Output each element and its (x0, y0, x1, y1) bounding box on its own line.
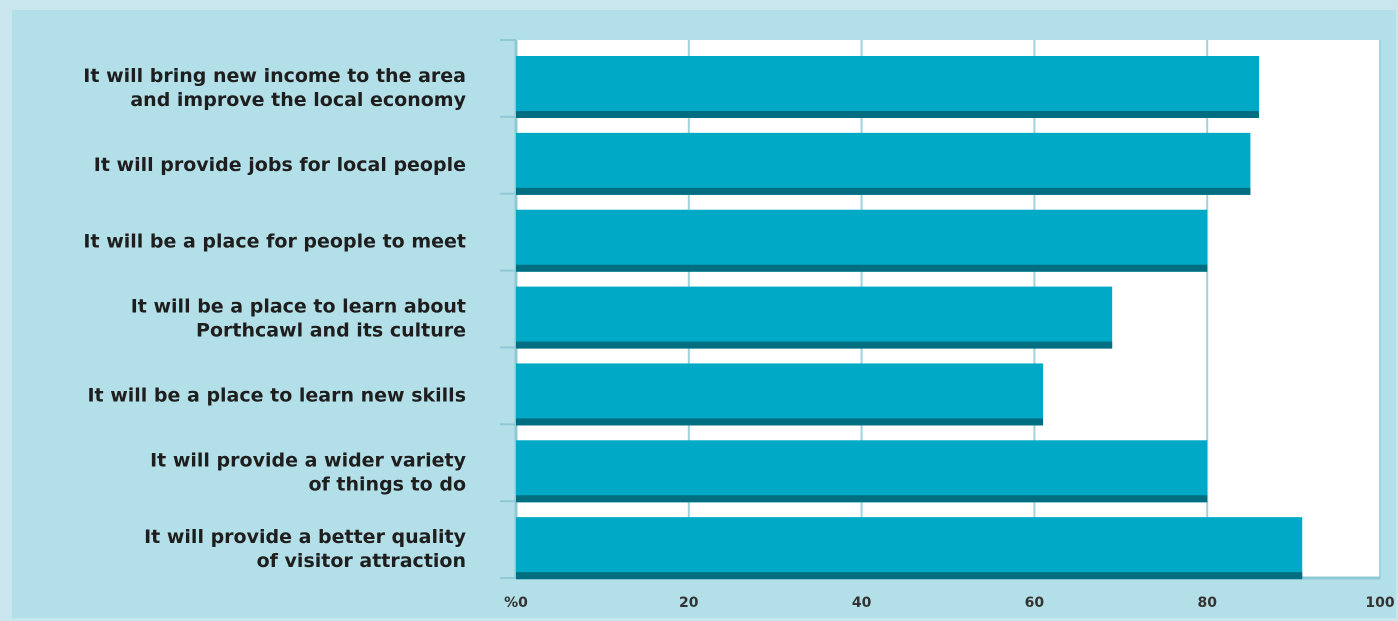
bar-shadow (516, 572, 1303, 580)
category-label-line: It will be a place to learn new skills (87, 384, 466, 406)
bar-shadow (516, 495, 1208, 503)
category-label: It will be a place to learn new skills (87, 384, 466, 406)
bar-body (516, 132, 1251, 195)
bar-body (516, 363, 1044, 426)
category-label: It will provide a better quality of visit… (144, 526, 467, 572)
x-tick-label: 100 (1365, 595, 1394, 611)
category-label-line: It will provide a wider variety (150, 449, 467, 471)
x-tick-label: 40 (852, 595, 872, 611)
category-label-line: It will be a place for people to meet (83, 231, 466, 253)
category-label-line: It will be a place to learn about (131, 296, 466, 318)
category-label-line: Porthcawl and its culture (196, 320, 466, 342)
category-label: It will be a place for people to meet (83, 231, 466, 253)
bar-body (516, 56, 1260, 118)
bar-shadow (516, 341, 1113, 349)
x-tick-label: 60 (1025, 595, 1045, 611)
bar-body (516, 517, 1303, 580)
x-tick-label: 80 (1197, 595, 1217, 611)
category-label: It will be a place to learn about Porthca… (131, 296, 466, 342)
category-label-line: and improve the local economy (130, 89, 466, 111)
bar-shadow (516, 264, 1208, 272)
bar (516, 517, 1303, 580)
bar (516, 56, 1260, 118)
bar-body (516, 286, 1113, 349)
bar (516, 209, 1208, 272)
category-label-line: of things to do (308, 473, 466, 495)
bar-shadow (516, 111, 1260, 118)
bar-shadow (516, 187, 1251, 195)
category-label-line: It will provide jobs for local people (94, 154, 466, 176)
bar (516, 286, 1113, 349)
bar-body (516, 440, 1208, 503)
x-tick-label: %0 (504, 595, 528, 611)
category-label: It will provide jobs for local people (94, 154, 466, 176)
category-label-line: of visitor attraction (257, 550, 466, 572)
bar (516, 132, 1251, 195)
x-tick-label: 20 (679, 595, 699, 611)
category-label: It will bring new income to the area and … (83, 65, 466, 111)
bar-body (516, 209, 1208, 272)
bar (516, 440, 1208, 503)
category-label: It will provide a wider variety of things… (150, 449, 467, 495)
category-label-line: It will bring new income to the area (83, 65, 466, 87)
bar (516, 363, 1044, 426)
category-label-line: It will provide a better quality (144, 526, 467, 548)
bar-shadow (516, 418, 1044, 426)
